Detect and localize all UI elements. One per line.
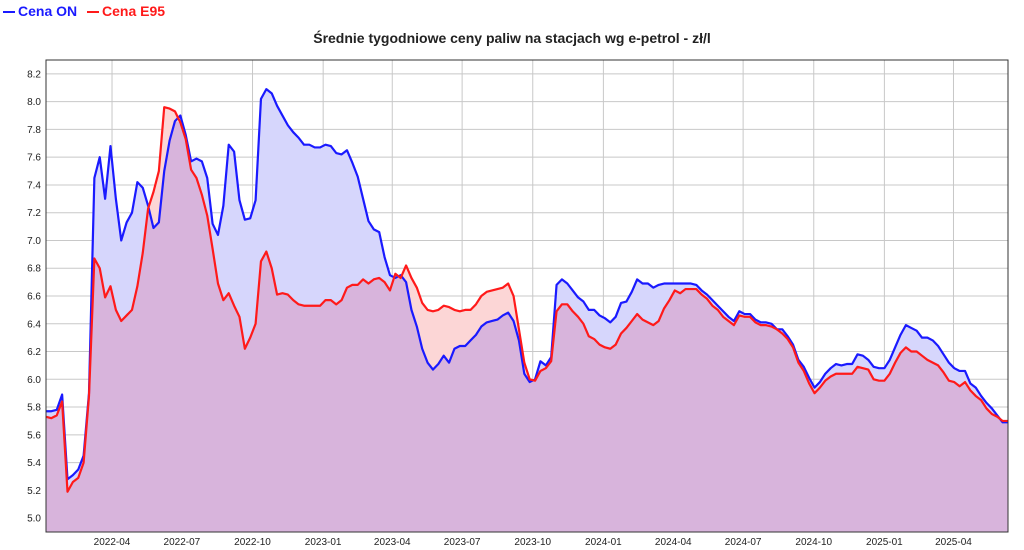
series-lines (45, 88, 1008, 493)
y-tick-label: 6.6 (27, 292, 41, 303)
x-tick-label: 2024-04 (655, 537, 692, 548)
y-tick-label: 6.8 (27, 264, 41, 275)
y-tick-label: 5.2 (27, 486, 41, 497)
chart-title: Średnie tygodniowe ceny paliw na stacjac… (313, 29, 711, 46)
x-tick-label: 2024-01 (585, 537, 622, 548)
y-tick-label: 5.4 (27, 458, 41, 469)
x-tick-label: 2023-07 (444, 537, 481, 548)
legend-line-on-icon (3, 11, 15, 14)
plot-frame (45, 59, 1009, 533)
x-tick-label: 2024-10 (795, 537, 832, 548)
area-fills (46, 89, 1008, 533)
x-tick-label: 2025-04 (935, 537, 972, 548)
legend-label-on: Cena ON (18, 3, 78, 19)
y-tick-label: 6.0 (27, 375, 41, 386)
y-tick-label: 5.8 (27, 403, 41, 414)
y-tick-label: 7.4 (27, 180, 41, 191)
y-tick-label: 8.0 (27, 97, 41, 108)
y-tick-label: 6.2 (27, 347, 41, 358)
x-tick-label: 2023-10 (514, 537, 551, 548)
x-tick-label: 2022-10 (234, 537, 271, 548)
x-tick-label: 2023-01 (305, 537, 342, 548)
legend-item-on: Cena ON (3, 3, 77, 19)
legend-line-e95-icon (87, 11, 100, 14)
legend-item-e95: Cena E95 (87, 3, 165, 19)
x-tick-label: 2025-01 (866, 537, 903, 548)
y-tick-label: 8.2 (27, 69, 41, 80)
y-tick-label: 7.8 (27, 125, 41, 136)
series-line-e95 (45, 106, 1008, 493)
x-tick-label: 2022-07 (164, 537, 201, 548)
series-line-on (46, 88, 1008, 481)
y-tick-label: 5.6 (27, 430, 41, 441)
x-tick-label: 2022-04 (94, 537, 131, 548)
legend: Cena ON Cena E95 (3, 3, 171, 19)
area-overlap (46, 121, 1008, 532)
legend-label-e95: Cena E95 (102, 3, 166, 19)
y-tick-label: 7.2 (27, 208, 41, 219)
x-tick-label: 2024-07 (725, 537, 762, 548)
y-tick-label: 6.4 (27, 319, 41, 330)
y-tick-label: 5.0 (27, 514, 41, 525)
y-tick-label: 7.0 (27, 236, 41, 247)
x-tick-label: 2023-04 (374, 537, 411, 548)
y-tick-label: 7.6 (27, 153, 41, 164)
x-axis-ticks: 2022-04 2022-07 2022-10 2023-01 2023-04 2023-… (94, 537, 973, 548)
y-axis-ticks: 5.0 5.2 5.4 5.6 5.8 6.0 6.2 6.4 6.6 6.8 7.0 7.2 7.4 7… (27, 69, 41, 524)
